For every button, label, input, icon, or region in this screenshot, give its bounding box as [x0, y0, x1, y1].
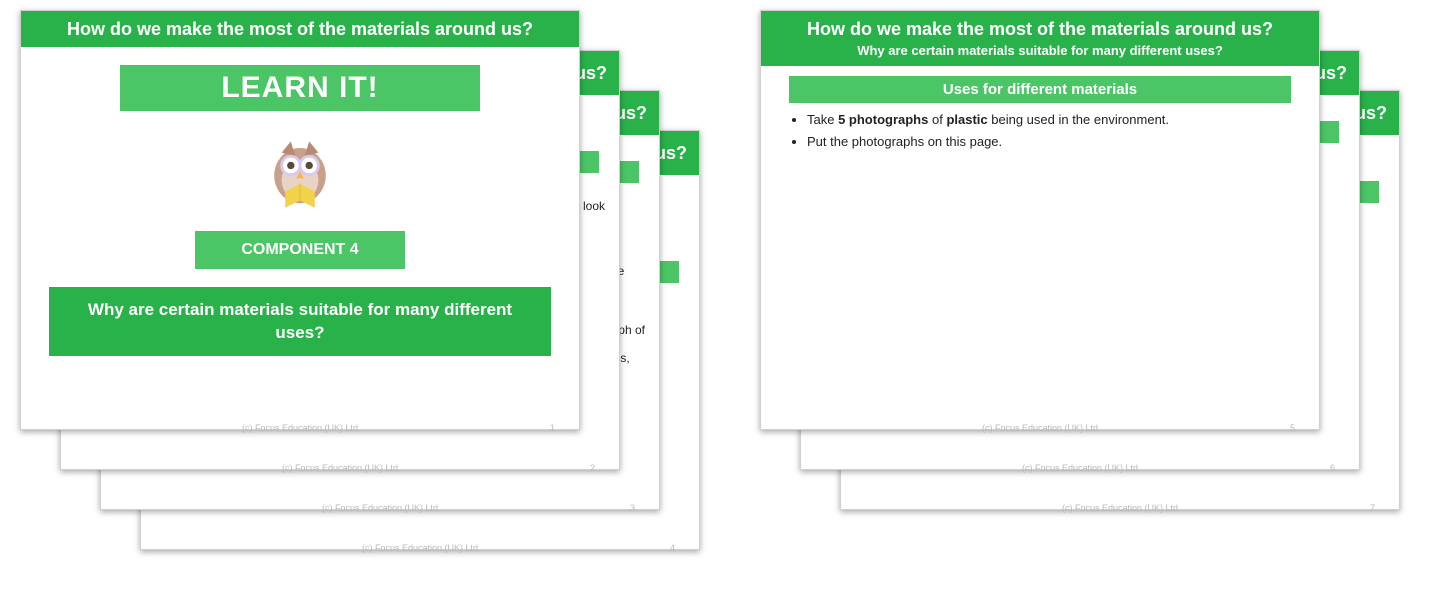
- component-banner: COMPONENT 4: [195, 231, 405, 269]
- page-subtitle: Why are certain materials suitable for m…: [771, 43, 1309, 58]
- footer-copyright: (c) Focus Education (UK) Ltd: [322, 503, 438, 513]
- bullet-1: Take 5 photographs of plastic being used…: [807, 111, 1319, 130]
- footer-copyright: (c) Focus Education (UK) Ltd: [982, 423, 1098, 433]
- b1-bold2: plastic: [946, 112, 987, 127]
- footer-copyright: (c) Focus Education (UK) Ltd: [282, 463, 398, 473]
- section-bar: Uses for different materials: [789, 76, 1291, 103]
- footer-page-num: 3: [630, 503, 635, 513]
- instruction-list: Take 5 photographs of plastic being used…: [761, 111, 1319, 153]
- footer-page-num: 2: [590, 463, 595, 473]
- b1-pre: Take: [807, 112, 838, 127]
- b1-post: being used in the environment.: [988, 112, 1169, 127]
- learn-it-banner: LEARN IT!: [120, 65, 480, 111]
- footer-page-num: 7: [1370, 503, 1375, 513]
- footer-copyright: (c) Focus Education (UK) Ltd: [1022, 463, 1138, 473]
- slide-2-peek-text: look: [583, 199, 605, 213]
- slide-5: How do we make the most of the materials…: [760, 10, 1320, 430]
- page-title: How do we make the most of the materials…: [31, 19, 569, 41]
- slide-1-header: How do we make the most of the materials…: [21, 11, 579, 47]
- bullet-2: Put the photographs on this page.: [807, 133, 1319, 152]
- footer-copyright: (c) Focus Education (UK) Ltd: [362, 543, 478, 553]
- owl-icon: [254, 125, 346, 217]
- page-title: How do we make the most of the materials…: [771, 19, 1309, 41]
- b1-mid: of: [928, 112, 946, 127]
- footer-copyright: (c) Focus Education (UK) Ltd: [1062, 503, 1178, 513]
- slide-1: How do we make the most of the materials…: [20, 10, 580, 430]
- footer-page-num: 4: [670, 543, 675, 553]
- footer-copyright: (c) Focus Education (UK) Ltd: [242, 423, 358, 433]
- footer-page-num: 6: [1330, 463, 1335, 473]
- b1-bold1: 5 photographs: [838, 112, 928, 127]
- footer-page-num: 1: [550, 423, 555, 433]
- slide-5-header: How do we make the most of the materials…: [761, 11, 1319, 66]
- footer-page-num: 5: [1290, 423, 1295, 433]
- question-banner: Why are certain materials suitable for m…: [49, 287, 551, 357]
